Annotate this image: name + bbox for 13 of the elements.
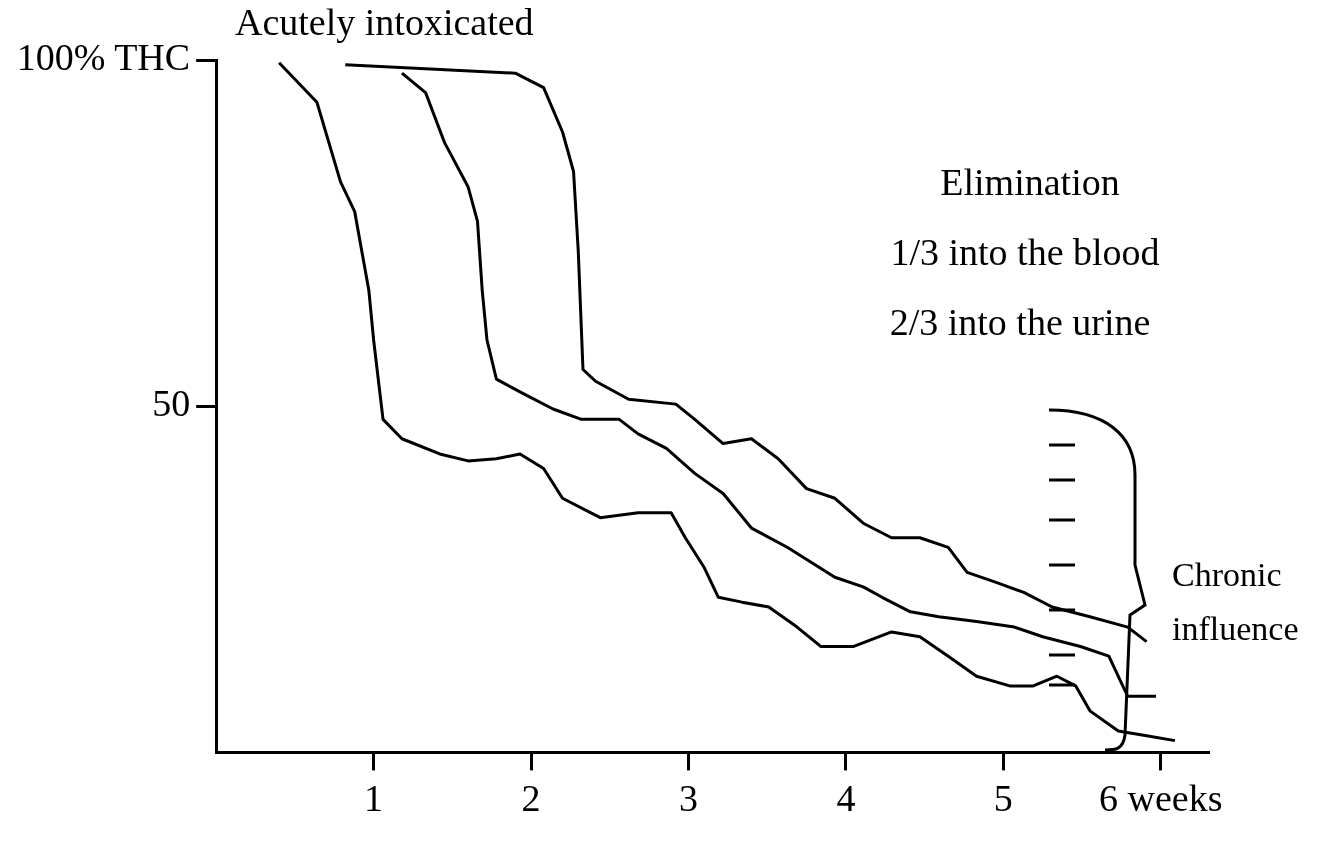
annotation: Elimination: [940, 160, 1120, 204]
x-tick-label: 3: [678, 777, 698, 820]
y-tick-label: 100% THC: [16, 35, 191, 78]
x-tick-label: 6 weeks: [1099, 777, 1223, 820]
x-tick-label: 5: [993, 777, 1013, 820]
annotation: 2/3 into the urine: [889, 300, 1151, 344]
text: Acutely intoxicated: [235, 0, 534, 44]
annotation: 1/3 into the blood: [890, 230, 1160, 274]
x-tick-label: 4: [836, 777, 856, 820]
x-tick-label: 1: [364, 777, 384, 820]
annotation: Chronic influence: [1172, 555, 1300, 650]
y-tick-label: 50: [152, 382, 191, 425]
x-tick-label: 2: [521, 777, 541, 820]
